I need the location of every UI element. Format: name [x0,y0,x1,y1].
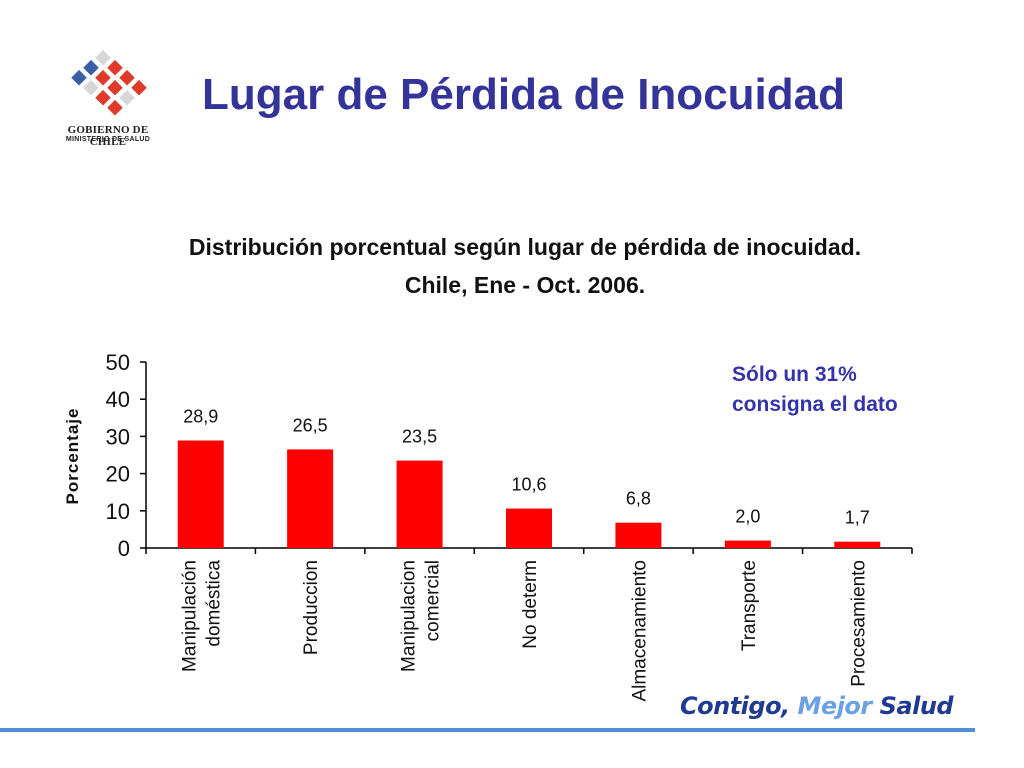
data-label: 6,8 [626,489,651,509]
bar [287,449,334,548]
footer-slogan-part1: Contigo, [680,692,790,720]
logo-text-gobierno: GOBIERNO DE CHILE [67,124,149,148]
bar [615,522,662,548]
x-category-label: Transporte [739,560,760,651]
data-label: 26,5 [293,415,328,435]
bar [177,440,224,548]
chart-bars [177,440,881,548]
note-line1: Sólo un 31% [732,363,857,386]
note-callout: Sólo un 31% consigna el dato [732,360,898,420]
chart-labels: 28,9 Manipulación doméstica 26,5 Produccion 2… [180,406,870,701]
data-label: 1,7 [845,508,870,528]
chart-title: Distribución porcentual según lugar de p… [100,228,950,304]
y-tick-label: 40 [106,387,130,412]
y-tick-label: 0 [118,536,130,561]
bar [724,540,771,548]
data-label: 23,5 [402,427,437,447]
logo-emblem-icon [71,49,147,116]
x-category-label: Procesamiento [848,560,869,687]
footer-divider [0,728,975,732]
footer-slogan: Contigo, Mejor Salud [680,692,954,720]
note-line2: consigna el dato [732,393,898,416]
y-tick-label: 10 [106,499,130,524]
footer-slogan-part2: Mejor [797,692,873,720]
x-category-label: Produccion [301,560,322,655]
data-label: 10,6 [511,475,546,495]
x-category-label: doméstica [204,560,225,647]
footer-slogan-part3: Salud [879,692,954,720]
bar [834,541,881,548]
y-tick-label: 50 [106,350,130,375]
data-label: 28,9 [183,406,218,426]
gobierno-logo [71,49,147,116]
x-category-label: Almacenamiento [629,560,650,702]
y-axis-label: Porcentaje [63,408,82,505]
chart-axes: 0 10 20 30 40 50 Porcentaje [63,350,913,561]
bar [506,508,552,548]
x-category-label: Manipulación [180,560,201,672]
data-label: 2,0 [735,507,760,527]
chart-title-line1: Distribución porcentual según lugar de p… [188,234,862,260]
y-tick-label: 20 [106,462,130,487]
x-category-label: Manipulacion [399,560,420,672]
x-category-label: comercial [423,560,444,641]
bar [396,460,443,548]
logo-text-ministerio: MINISTERIO DE SALUD [65,136,151,143]
y-tick-label: 30 [106,424,130,449]
page-title: Lugar de Pérdida de Inocuidad [202,70,845,119]
x-category-label: No determ [520,560,541,649]
chart-title-line2: Chile, Ene - Oct. 2006. [404,272,646,298]
